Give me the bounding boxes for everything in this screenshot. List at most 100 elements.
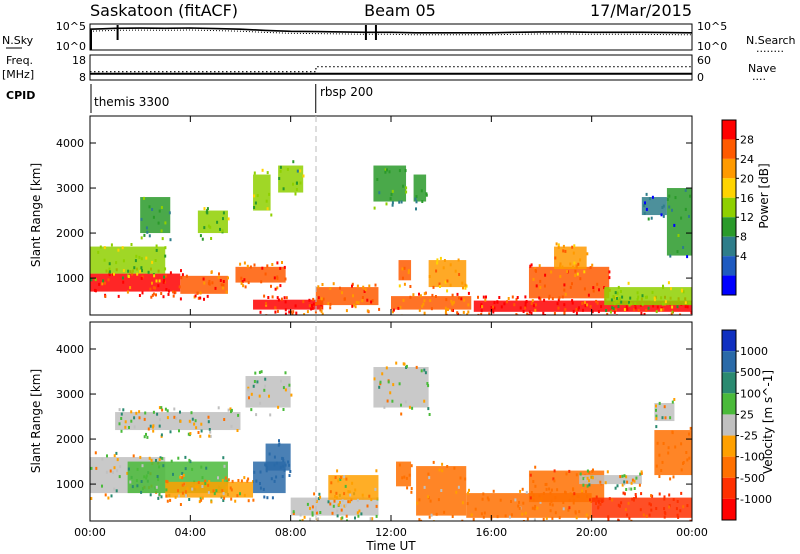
velocity-speckle xyxy=(534,465,537,469)
power-speckle xyxy=(628,301,630,305)
velocity-speckle xyxy=(348,490,351,494)
velocity-speckle xyxy=(373,377,376,381)
power-speckle xyxy=(605,309,608,312)
velocity-speckle xyxy=(173,415,176,419)
power-speckle xyxy=(590,317,592,320)
velocity-speckle xyxy=(200,429,203,433)
power-speckle xyxy=(596,282,599,286)
power-speckle xyxy=(482,295,485,299)
velocity-colorbar-tick-label: 500 xyxy=(740,366,761,379)
power-speckle xyxy=(564,292,567,296)
velocity-speckle xyxy=(149,424,152,428)
power-speckle xyxy=(392,308,395,312)
velocity-speckle xyxy=(435,512,438,516)
noise-right-tick-bottom: 10^0 xyxy=(697,40,727,53)
velocity-speckle xyxy=(189,432,192,435)
velocity-speckle xyxy=(181,483,184,487)
power-speckle xyxy=(113,272,115,276)
power-speckle xyxy=(634,302,637,305)
velocity-speckle xyxy=(556,488,559,492)
velocity-speckle xyxy=(262,487,265,491)
velocity-speckle xyxy=(253,380,256,383)
power-speckle xyxy=(172,290,175,294)
power-speckle xyxy=(434,295,437,298)
power-speckle xyxy=(592,286,595,290)
power-ytick-label: 3000 xyxy=(56,182,84,195)
velocity-speckle xyxy=(152,410,155,414)
power-speckle xyxy=(308,304,311,308)
velocity-speckle xyxy=(576,494,579,498)
velocity-speckle xyxy=(128,426,130,429)
velocity-speckle xyxy=(663,495,666,499)
power-speckle xyxy=(363,290,366,293)
velocity-speckle xyxy=(532,480,535,483)
velocity-speckle xyxy=(254,371,257,375)
velocity-speckle xyxy=(181,476,184,480)
velocity-colorbar-swatch xyxy=(722,414,736,436)
power-speckle xyxy=(464,283,467,287)
velocity-speckle xyxy=(521,512,524,516)
velocity-speckle xyxy=(470,513,473,517)
power-speckle xyxy=(117,248,120,252)
power-speckle xyxy=(279,266,282,270)
velocity-speckle xyxy=(317,517,320,521)
power-speckle xyxy=(283,296,286,300)
power-speckle xyxy=(684,305,687,309)
velocity-speckle xyxy=(104,493,107,497)
velocity-speckle xyxy=(521,487,524,491)
power-speckle xyxy=(180,269,182,273)
velocity-speckle xyxy=(282,408,285,411)
power-speckle xyxy=(102,279,105,283)
velocity-speckle xyxy=(256,380,259,384)
velocity-speckle xyxy=(313,492,316,496)
velocity-speckle xyxy=(129,480,132,484)
velocity-speckle xyxy=(161,408,164,412)
power-speckle xyxy=(689,194,691,198)
power-speckle xyxy=(519,306,522,310)
power-speckle xyxy=(267,296,270,299)
velocity-speckle xyxy=(201,496,204,500)
velocity-speckle xyxy=(482,492,485,496)
x-tick-label: 12:00 xyxy=(375,526,407,539)
velocity-speckle xyxy=(240,479,243,483)
power-speckle xyxy=(579,258,582,262)
power-speckle xyxy=(673,223,676,227)
cpid-marks xyxy=(90,84,317,113)
cpid-mode-1: themis 3300 xyxy=(94,95,169,109)
power-speckle xyxy=(220,283,223,287)
velocity-speckle xyxy=(148,456,151,460)
power-speckle xyxy=(127,269,130,273)
velocity-speckle xyxy=(264,384,267,388)
velocity-speckle xyxy=(112,471,114,474)
velocity-speckle xyxy=(175,417,178,420)
power-colorbar-tick-label: 16 xyxy=(740,192,754,205)
velocity-speckle xyxy=(459,476,462,480)
velocity-speckle xyxy=(200,498,203,502)
power-speckle xyxy=(311,304,313,307)
velocity-cell xyxy=(265,443,291,471)
power-ytick-label: 2000 xyxy=(56,227,84,240)
power-colorbar-swatch xyxy=(722,178,736,198)
velocity-speckle xyxy=(658,401,661,405)
power-speckle xyxy=(653,298,656,302)
power-speckle xyxy=(405,186,408,190)
power-speckle xyxy=(651,290,654,294)
velocity-speckle xyxy=(518,500,520,504)
velocity-speckle xyxy=(679,509,682,513)
power-speckle xyxy=(539,286,542,289)
velocity-speckle xyxy=(311,511,314,515)
power-speckle xyxy=(684,207,687,211)
power-speckle xyxy=(205,210,208,214)
velocity-colorbar-swatch xyxy=(722,498,736,520)
velocity-speckle xyxy=(595,495,598,499)
velocity-speckle xyxy=(607,517,610,521)
velocity-speckle xyxy=(178,429,180,433)
velocity-speckle xyxy=(406,486,409,490)
velocity-speckle xyxy=(136,484,139,488)
velocity-speckle xyxy=(119,465,122,469)
power-speckle xyxy=(686,255,689,259)
velocity-speckle xyxy=(361,493,364,497)
power-speckle xyxy=(284,277,287,281)
power-speckle xyxy=(194,294,197,298)
velocity-speckle xyxy=(437,498,440,502)
